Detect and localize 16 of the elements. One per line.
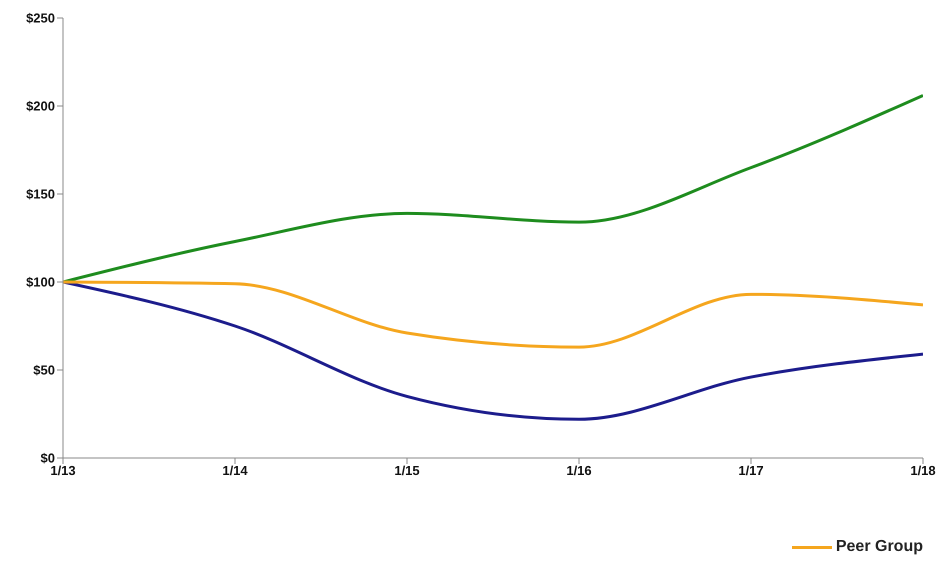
y-tick-label: $50 [33,362,55,378]
y-tick-label: $0 [40,450,55,466]
line-series [63,280,923,349]
x-tick-label: 1/17 [738,463,764,478]
y-tick-label: $200 [26,98,55,114]
line-series [63,94,923,284]
x-tick-label: 1/14 [222,463,248,478]
x-tick-label: 1/15 [394,463,420,478]
legend-label: Peer Group [836,538,923,556]
line-series [63,280,923,421]
x-tick-label: 1/18 [910,463,936,478]
y-tick-label: $100 [26,274,55,290]
y-tick-label: $150 [26,186,55,202]
y-tick-label: $250 [26,10,55,26]
x-tick-label: 1/13 [50,463,76,478]
x-tick-label: 1/16 [566,463,592,478]
